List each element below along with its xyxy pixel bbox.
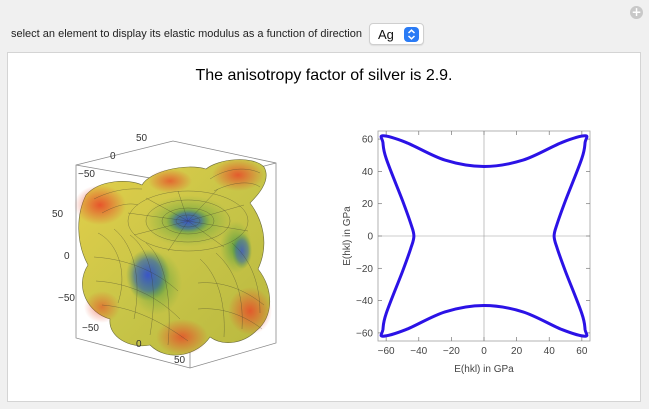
surface-top-tick: 0 (110, 151, 116, 162)
y-tick-label: 40 (362, 167, 374, 178)
surface-left-tick: 0 (64, 251, 70, 262)
surface-left-tick: 50 (52, 209, 64, 220)
surface-3d-plot[interactable]: 50 0 −50 50 0 −50 −50 0 50 (38, 123, 308, 388)
x-tick-label: 60 (576, 346, 588, 357)
x-tick-label: −20 (443, 346, 460, 357)
x-axis-label: E(hkl) in GPa (454, 364, 514, 375)
x-tick-label: −60 (378, 346, 395, 357)
add-icon[interactable]: + (630, 5, 643, 19)
y-tick-label: 0 (367, 232, 373, 243)
updown-chevron-icon (403, 26, 419, 42)
surface-left-tick: −50 (58, 293, 75, 304)
y-tick-label: −20 (356, 264, 373, 275)
x-tick-label: 40 (544, 346, 556, 357)
control-bar: select an element to display its elastic… (11, 23, 424, 45)
x-tick-label: 0 (481, 346, 487, 357)
surface-bottom-tick: −50 (82, 323, 99, 334)
y-tick-label: −60 (356, 328, 373, 339)
x-tick-label: 20 (511, 346, 523, 357)
surface-bottom-tick: 50 (174, 355, 186, 366)
x-tick-label: −40 (410, 346, 427, 357)
surface-top-tick: 50 (136, 133, 148, 144)
anisotropy-title: The anisotropy factor of silver is 2.9. (195, 67, 453, 84)
polar-modulus-chart[interactable]: −60 −40 −20 0 20 40 60 60 40 20 0 −20 −40 −60 E(hkl) i… (326, 119, 616, 389)
modulus-curve (379, 134, 589, 338)
element-popup-menu[interactable]: Ag (368, 23, 424, 45)
y-tick-label: 20 (362, 199, 374, 210)
y-tick-label: 60 (362, 135, 374, 146)
surface-bottom-tick: 0 (136, 339, 142, 350)
selected-element: Ag (377, 26, 394, 42)
surface-top-tick: −50 (78, 169, 95, 180)
y-tick-label: −40 (356, 296, 373, 307)
y-axis-label: E(hkl) in GPa (342, 206, 353, 266)
element-select-label: select an element to display its elastic… (11, 28, 362, 40)
surface-mesh (93, 168, 265, 346)
output-panel: The anisotropy factor of silver is 2.9. (7, 52, 641, 402)
